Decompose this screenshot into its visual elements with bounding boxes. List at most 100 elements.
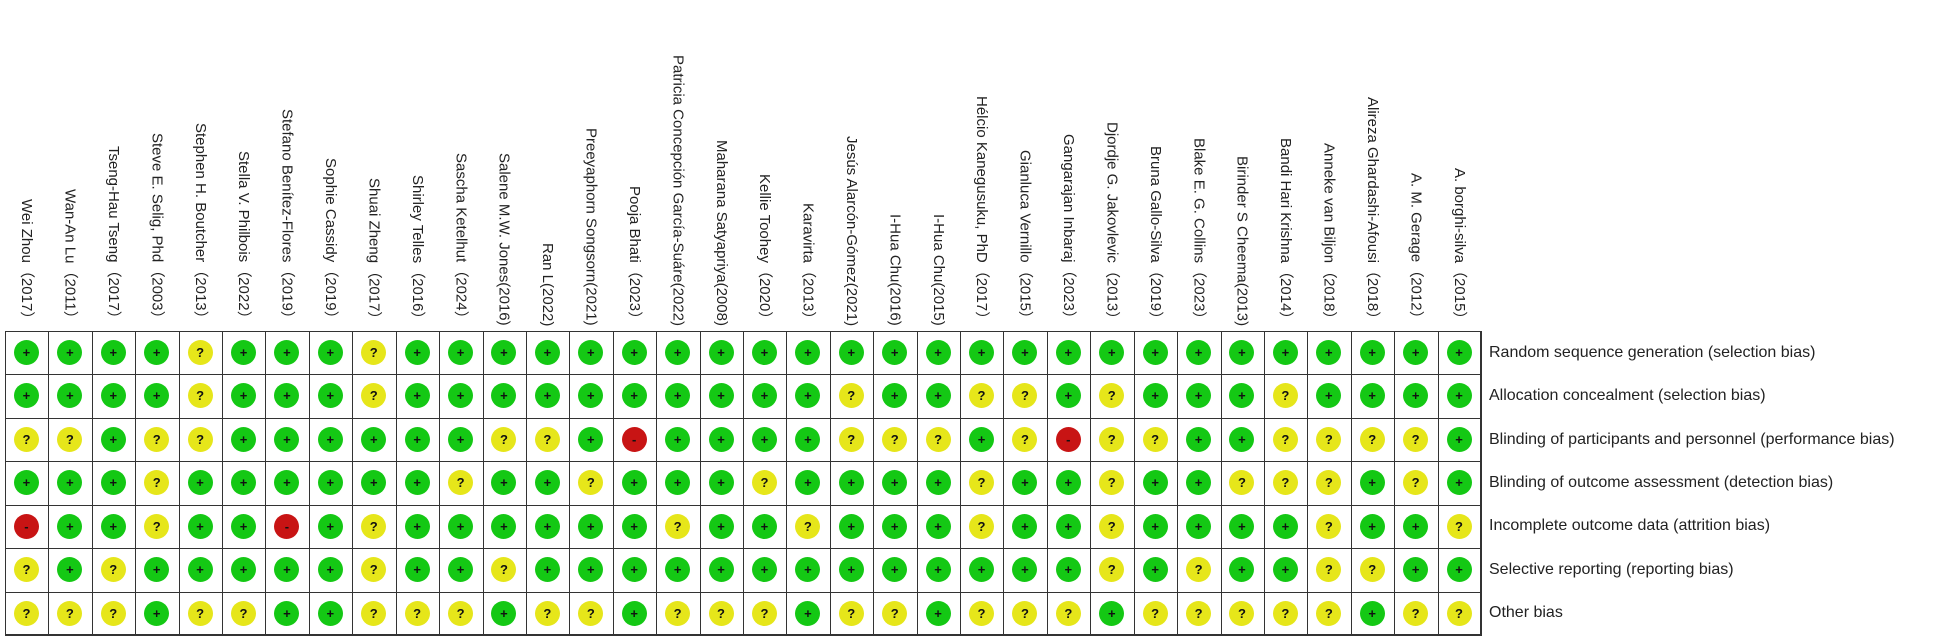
unclear-risk-mark: ? bbox=[534, 426, 560, 452]
low-risk-mark: + bbox=[361, 470, 387, 496]
low-risk-mark: + bbox=[1272, 557, 1298, 583]
grid-cell: + bbox=[699, 504, 744, 550]
grid-cell: + bbox=[1046, 547, 1092, 593]
low-risk-mark: + bbox=[882, 557, 908, 583]
low-risk-mark: + bbox=[838, 470, 864, 496]
grid-cell: + bbox=[395, 460, 441, 506]
unclear-risk-mark: ? bbox=[1316, 557, 1342, 583]
unclear-risk-mark: ? bbox=[838, 426, 864, 452]
unclear-risk-mark: ? bbox=[708, 600, 734, 626]
domain-label: Incomplete outcome data (attrition bias) bbox=[1489, 517, 1771, 535]
grid-cell: + bbox=[1220, 330, 1265, 376]
grid-cell: ? bbox=[351, 504, 397, 550]
grid-cell: + bbox=[568, 330, 614, 376]
grid-cell: + bbox=[178, 547, 224, 593]
low-risk-mark: + bbox=[838, 557, 864, 583]
low-risk-mark: + bbox=[491, 470, 517, 496]
low-risk-mark: + bbox=[317, 600, 343, 626]
low-risk-mark: + bbox=[57, 557, 83, 583]
grid-cell: + bbox=[742, 504, 788, 550]
study-label: Shuai Zheng（2017） bbox=[352, 0, 395, 326]
low-risk-mark: + bbox=[13, 383, 39, 409]
low-risk-mark: + bbox=[231, 426, 256, 452]
low-risk-mark: + bbox=[100, 470, 126, 496]
grid-cell: + bbox=[959, 330, 1005, 376]
low-risk-mark: + bbox=[795, 470, 821, 496]
grid-cell: + bbox=[1176, 417, 1222, 463]
unclear-risk-mark: ? bbox=[57, 426, 83, 452]
low-risk-mark: + bbox=[1359, 600, 1385, 626]
grid-cell: + bbox=[916, 504, 962, 550]
low-risk-mark: + bbox=[1229, 426, 1255, 452]
low-risk-mark: + bbox=[1186, 513, 1212, 539]
low-risk-mark: + bbox=[1186, 383, 1212, 409]
study-label: Birinder S Cheema(2013) bbox=[1221, 0, 1264, 326]
grid-cell: + bbox=[47, 504, 93, 550]
study-label: I-Hua Chu(2016) bbox=[873, 0, 916, 326]
unclear-risk-mark: ? bbox=[665, 600, 691, 626]
low-risk-mark: + bbox=[404, 470, 430, 496]
low-risk-mark: + bbox=[57, 470, 83, 496]
low-risk-mark: + bbox=[925, 513, 951, 539]
grid-cell: + bbox=[568, 504, 614, 550]
study-label: Shirley Telles（2016） bbox=[396, 0, 439, 326]
grid-cell: + bbox=[1350, 504, 1396, 550]
grid-cell: ? bbox=[134, 504, 180, 550]
study-label: A. M. Gerage（2012） bbox=[1394, 0, 1437, 326]
study-label-text: Gangarajan Inbaraj（2023） bbox=[1060, 134, 1078, 326]
grid-cell: ? bbox=[525, 591, 571, 636]
grid-cell: ? bbox=[4, 417, 50, 463]
grid-cell: + bbox=[655, 373, 701, 419]
low-risk-mark: + bbox=[751, 339, 777, 365]
unclear-risk-mark: ? bbox=[1316, 600, 1342, 626]
grid-cell: + bbox=[872, 460, 918, 506]
low-risk-mark: + bbox=[1403, 339, 1429, 365]
low-risk-mark: + bbox=[317, 426, 343, 452]
low-risk-mark: + bbox=[491, 339, 517, 365]
grid-cell: + bbox=[351, 460, 397, 506]
grid-cell: + bbox=[655, 547, 701, 593]
low-risk-mark: + bbox=[57, 339, 83, 365]
grid-cell: ? bbox=[1393, 460, 1439, 506]
grid-cell: + bbox=[785, 417, 831, 463]
grid-cell: + bbox=[1306, 373, 1352, 419]
grid-cell: ? bbox=[916, 417, 962, 463]
grid-cell: + bbox=[438, 417, 484, 463]
unclear-risk-mark: ? bbox=[1229, 600, 1255, 626]
grid-cell: ? bbox=[1306, 591, 1352, 636]
grid-cell: + bbox=[699, 417, 744, 463]
grid-cell: + bbox=[699, 547, 744, 593]
low-risk-mark: + bbox=[665, 339, 691, 365]
grid-cell: ? bbox=[91, 591, 137, 636]
grid-cell: ? bbox=[1133, 591, 1179, 636]
grid-cell: + bbox=[742, 417, 788, 463]
unclear-risk-mark: ? bbox=[795, 513, 821, 539]
low-risk-mark: + bbox=[578, 557, 604, 583]
grid-cell: + bbox=[655, 330, 701, 376]
low-risk-mark: + bbox=[1403, 557, 1429, 583]
grid-cell: ? bbox=[568, 591, 614, 636]
study-label-text: Preeyaphorn Songsorn(2021) bbox=[582, 128, 600, 326]
low-risk-mark: + bbox=[274, 600, 300, 626]
unclear-risk-mark: ? bbox=[1099, 557, 1125, 583]
grid-cell: + bbox=[1220, 417, 1265, 463]
unclear-risk-mark: ? bbox=[838, 600, 864, 626]
unclear-risk-mark: ? bbox=[491, 426, 517, 452]
grid-cell: + bbox=[525, 330, 571, 376]
grid-cell: ? bbox=[1306, 547, 1352, 593]
study-label-text: Stella V. Philbois（2022） bbox=[235, 151, 253, 326]
low-risk-mark: + bbox=[534, 513, 560, 539]
risk-of-bias-grid: + + + +? + + +? + + + + + + + + + + + + + + + + + + + + + + + + + + + + +? +… bbox=[4, 330, 1482, 636]
low-risk-mark: + bbox=[621, 557, 647, 583]
grid-cell: ? bbox=[47, 591, 93, 636]
low-risk-mark: + bbox=[274, 383, 300, 409]
study-label-text: I-Hua Chu(2015) bbox=[929, 214, 947, 326]
low-risk-mark: + bbox=[1229, 557, 1255, 583]
low-risk-mark: + bbox=[1012, 513, 1038, 539]
unclear-risk-mark: ? bbox=[361, 383, 387, 409]
grid-cell: ? bbox=[1220, 591, 1265, 636]
grid-cell: + bbox=[47, 373, 93, 419]
unclear-risk-mark: ? bbox=[1446, 513, 1472, 539]
low-risk-mark: + bbox=[621, 339, 647, 365]
low-risk-mark: + bbox=[448, 383, 474, 409]
